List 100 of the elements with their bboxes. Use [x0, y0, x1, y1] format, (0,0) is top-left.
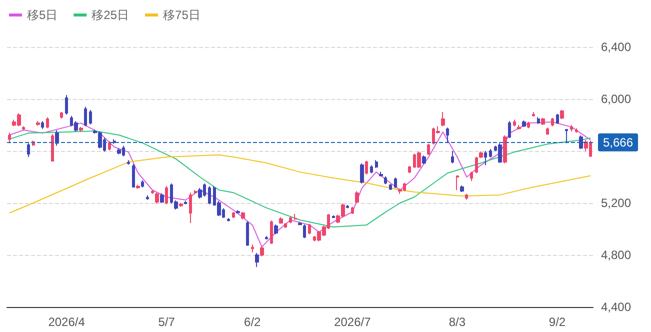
candlestick	[417, 151, 421, 168]
candlestick	[132, 164, 135, 188]
candlestick	[251, 244, 254, 253]
candlestick	[479, 151, 483, 159]
candlestick	[379, 171, 383, 177]
candlestick	[303, 224, 306, 239]
candlestick	[389, 184, 392, 190]
candlestick	[503, 134, 507, 164]
candlestick	[370, 164, 373, 174]
candlestick	[522, 120, 526, 128]
candlestick	[294, 214, 297, 220]
candlestick	[422, 155, 426, 164]
candlestick	[189, 192, 192, 224]
candlestick	[284, 222, 287, 228]
candlestick	[427, 143, 430, 156]
candlestick	[451, 150, 454, 164]
candlestick	[470, 171, 473, 182]
candlestick	[498, 142, 502, 164]
y-tick-label: 6,400	[601, 40, 632, 54]
candlestick	[184, 200, 187, 205]
candlestick	[384, 176, 387, 185]
legend-label: 移5日	[27, 8, 58, 22]
candlestick	[570, 124, 573, 132]
candlestick	[308, 223, 311, 235]
ref-line-label: 5,666	[603, 135, 634, 150]
candlestick	[541, 117, 545, 126]
candlestick	[160, 192, 164, 204]
candlestick	[446, 127, 449, 144]
legend-label: 移75日	[163, 8, 200, 22]
candlestick	[246, 220, 249, 246]
candlestick	[260, 245, 264, 257]
candlestick	[365, 160, 368, 175]
x-tick-label: 2026/7	[334, 315, 372, 329]
candlestick	[165, 186, 168, 205]
candlestick	[179, 202, 183, 208]
candlestick	[46, 116, 49, 129]
candlestick	[537, 116, 540, 124]
candlestick	[151, 190, 154, 194]
candlestick	[346, 204, 349, 209]
candlestick	[113, 138, 116, 144]
candlestick	[475, 156, 478, 174]
candlestick	[532, 112, 535, 118]
candlestick	[232, 212, 235, 218]
candlestick	[27, 142, 30, 158]
y-tick-label: 4,400	[601, 300, 632, 314]
candlestick	[141, 180, 144, 188]
line-series	[8, 122, 592, 248]
candlestick	[51, 134, 54, 162]
candlestick	[198, 188, 202, 199]
candlestick	[465, 193, 468, 200]
candlestick	[489, 148, 492, 158]
x-tick-label: 9/2	[548, 315, 566, 329]
y-tick-label: 5,200	[601, 196, 632, 210]
y-tick-label: 4,800	[601, 248, 632, 262]
candlestick	[117, 148, 121, 155]
candlestick	[55, 130, 59, 146]
candlestick	[236, 210, 240, 214]
candlestick	[289, 216, 292, 224]
candlestick	[79, 126, 83, 132]
candlestick	[375, 160, 378, 168]
candlestick	[575, 128, 578, 134]
y-tick-label: 6,000	[601, 92, 632, 106]
x-tick-label: 6/2	[244, 315, 262, 329]
candlestick	[579, 134, 583, 150]
candlestick	[441, 112, 445, 127]
x-tick-label: 2026/4	[48, 315, 86, 329]
candlestick	[394, 177, 397, 189]
candlestick	[65, 94, 68, 116]
candlestick	[241, 212, 245, 220]
candlestick	[298, 221, 302, 226]
candlestick	[560, 110, 564, 120]
candlestick	[270, 220, 273, 244]
candlestick	[279, 216, 283, 224]
candlestick	[274, 224, 278, 235]
candlestick	[194, 190, 197, 194]
candlestick	[332, 214, 335, 218]
candlestick	[546, 127, 549, 136]
candlestick	[84, 106, 87, 127]
x-tick-label: 5/7	[158, 315, 176, 329]
candlestick	[8, 132, 11, 144]
candlestick	[208, 186, 211, 205]
candlestick	[460, 184, 464, 192]
candlestick	[227, 217, 230, 222]
candlestick	[22, 126, 25, 131]
candlestick	[517, 124, 521, 130]
candlestick	[36, 120, 40, 126]
candlestick	[513, 119, 516, 127]
legend-label: 移25日	[92, 8, 130, 22]
candlestick	[484, 150, 487, 166]
candlestick	[527, 121, 530, 129]
candlestick	[408, 165, 411, 174]
candlestick	[565, 128, 568, 144]
candlestick	[556, 113, 559, 124]
candlestick	[255, 252, 259, 268]
candlestick	[355, 190, 359, 204]
candlestick	[41, 120, 44, 130]
candlestick	[351, 206, 354, 215]
candlestick	[360, 162, 364, 184]
line-series	[8, 130, 592, 228]
candlestick	[127, 160, 130, 166]
